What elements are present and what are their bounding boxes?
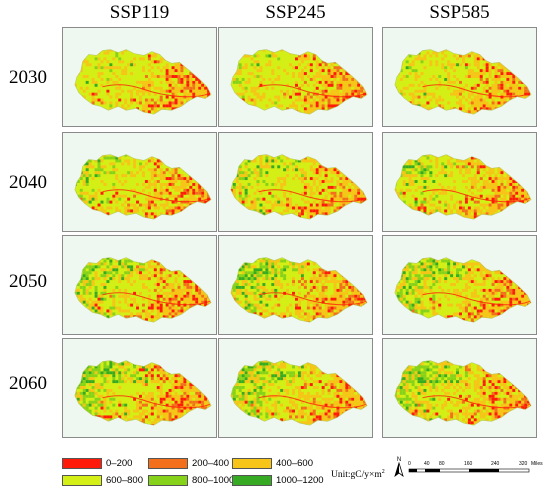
scale-unit-label: Miles <box>531 461 543 467</box>
legend-swatch <box>62 458 102 469</box>
map-panel-ssp119-2040 <box>62 132 217 232</box>
scale-tick-label: 320 <box>519 461 528 467</box>
map-panel-ssp119-2060 <box>62 338 217 438</box>
legend-swatch <box>232 458 272 469</box>
legend-label: 0–200 <box>106 458 133 469</box>
legend-label: 400–600 <box>276 458 313 469</box>
map-panel-ssp245-2040 <box>218 132 373 232</box>
scale-tick-label: 40 <box>424 461 430 467</box>
scale-tick-label: 0 <box>408 461 411 467</box>
legend-label: 600–800 <box>106 475 143 486</box>
map-panel-ssp119-2030 <box>62 27 217 127</box>
legend-label: 200–400 <box>192 458 229 469</box>
north-arrow-icon: N <box>393 455 405 478</box>
map-panel-ssp245-2060 <box>218 338 373 438</box>
map-panel-ssp585-2030 <box>382 27 537 127</box>
row-header-2060: 2060 <box>9 373 47 394</box>
row-header-2040: 2040 <box>9 172 47 193</box>
scale-bar-graphic <box>408 468 530 473</box>
map-panel-ssp245-2050 <box>218 235 373 335</box>
legend-label: 800–1000 <box>192 475 235 486</box>
legend-swatch <box>232 475 272 486</box>
legend-swatch <box>148 475 188 486</box>
unit-superscript: 2 <box>381 469 385 475</box>
map-panel-ssp119-2050 <box>62 235 217 335</box>
scale-tick-label: 160 <box>464 461 473 467</box>
row-header-2030: 2030 <box>9 67 47 88</box>
unit-label: Unit:gC/y×m2 <box>331 469 385 480</box>
map-panel-ssp585-2050 <box>382 235 537 335</box>
map-panel-ssp585-2060 <box>382 338 537 438</box>
legend-swatch <box>62 475 102 486</box>
scale-tick-label: 80 <box>439 461 445 467</box>
legend-swatch <box>148 458 188 469</box>
map-panel-ssp585-2040 <box>382 132 537 232</box>
legend-label: 1000–1200 <box>276 475 324 486</box>
north-label: N <box>397 457 401 463</box>
row-header-2050: 2050 <box>9 271 47 292</box>
unit-text: Unit:gC/y×m <box>331 470 382 481</box>
map-panel-ssp245-2030 <box>218 27 373 127</box>
scale-bar: 0 40 80 160 240 320 Miles <box>408 461 546 479</box>
column-header-ssp585: SSP585 <box>429 2 490 23</box>
column-header-ssp245: SSP245 <box>265 2 326 23</box>
scale-tick-label: 240 <box>491 461 500 467</box>
column-header-ssp119: SSP119 <box>109 2 170 23</box>
